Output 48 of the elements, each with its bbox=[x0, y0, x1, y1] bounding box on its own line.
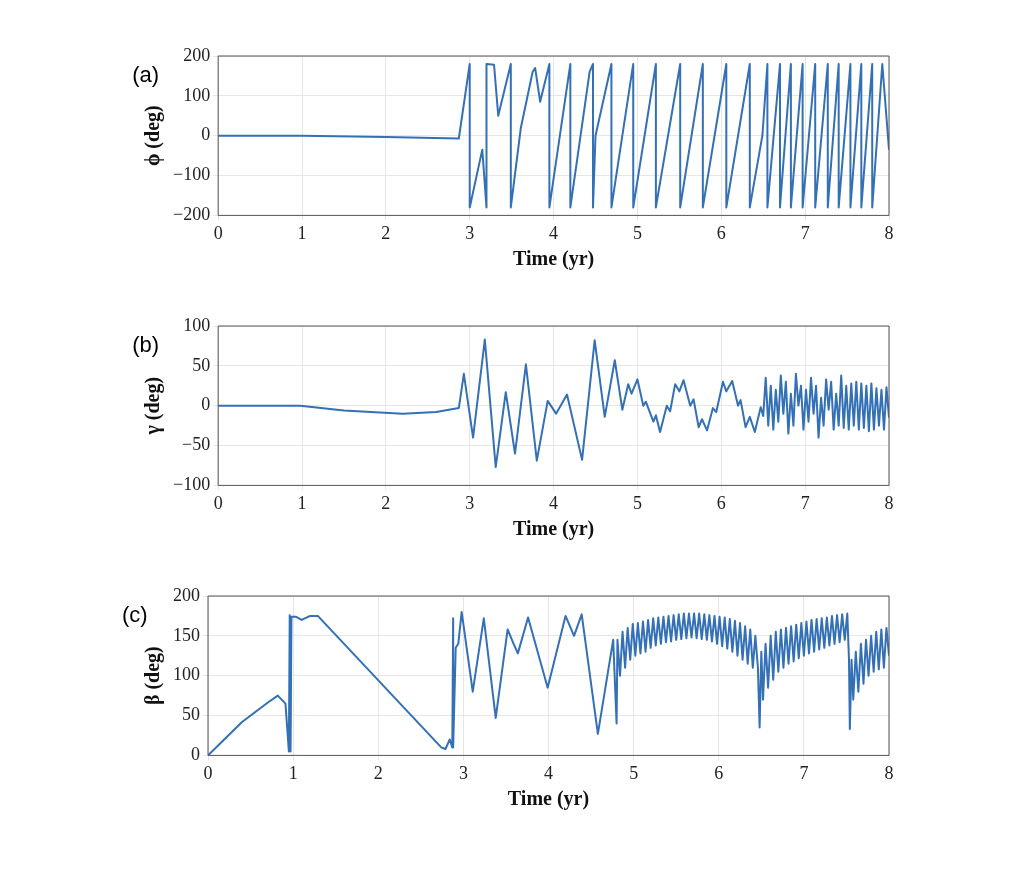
x-tick-label: 4 bbox=[549, 222, 559, 243]
x-tick-label: 2 bbox=[373, 762, 383, 783]
x-tick-label: 4 bbox=[544, 762, 553, 783]
text: (c) bbox=[122, 602, 148, 628]
x-tick-label: 3 bbox=[465, 222, 475, 243]
y-axis-title: γ (deg) bbox=[141, 376, 165, 436]
x-tick-label: 6 bbox=[714, 762, 724, 783]
x-tick-label: 2 bbox=[381, 222, 391, 243]
y-tick-label: 100 bbox=[183, 84, 211, 105]
x-tick-label: 3 bbox=[465, 492, 475, 513]
y-tick-label: 200 bbox=[173, 584, 200, 605]
x-tick-label: 7 bbox=[800, 492, 810, 513]
y-tick-label: 0 bbox=[201, 124, 211, 145]
text: (b) bbox=[132, 332, 160, 358]
y-axis-title: β (deg) bbox=[141, 646, 165, 706]
x-tick-label: 4 bbox=[549, 492, 559, 513]
y-tick-label: 50 bbox=[192, 354, 211, 375]
y-tick-label: −100 bbox=[173, 474, 211, 495]
y-tick-label: −100 bbox=[173, 164, 211, 185]
x-tick-label: 8 bbox=[884, 492, 894, 513]
y-tick-label: 150 bbox=[173, 624, 200, 645]
y-tick-label: 200 bbox=[183, 44, 211, 65]
x-tick-label: 8 bbox=[884, 762, 894, 783]
x-tick-label: 2 bbox=[381, 492, 391, 513]
x-tick-label: 7 bbox=[799, 762, 809, 783]
x-tick-label: 3 bbox=[458, 762, 468, 783]
x-tick-label: 1 bbox=[297, 492, 307, 513]
x-tick-label: 5 bbox=[632, 492, 642, 513]
y-tick-label: −50 bbox=[182, 434, 211, 455]
y-tick-label: 0 bbox=[191, 744, 200, 765]
y-tick-label: 0 bbox=[201, 394, 211, 415]
x-tick-label: 6 bbox=[716, 222, 726, 243]
x-axis-title: Time (yr) bbox=[507, 787, 590, 811]
x-tick-label: 5 bbox=[629, 762, 639, 783]
x-tick-label: 5 bbox=[632, 222, 642, 243]
x-tick-label: 8 bbox=[884, 222, 894, 243]
y-tick-label: 50 bbox=[182, 704, 200, 725]
x-axis-title: Time (yr) bbox=[512, 247, 595, 271]
text: (a) bbox=[132, 62, 160, 88]
y-tick-label: −200 bbox=[173, 204, 211, 225]
x-tick-label: 1 bbox=[288, 762, 298, 783]
x-tick-label: 1 bbox=[297, 222, 307, 243]
y-tick-label: 100 bbox=[183, 314, 211, 335]
x-axis-title: Time (yr) bbox=[512, 517, 595, 541]
y-axis-title: ϕ (deg) bbox=[141, 105, 165, 167]
x-tick-label: 6 bbox=[716, 492, 726, 513]
x-tick-label: 7 bbox=[800, 222, 810, 243]
y-tick-label: 100 bbox=[173, 664, 200, 685]
